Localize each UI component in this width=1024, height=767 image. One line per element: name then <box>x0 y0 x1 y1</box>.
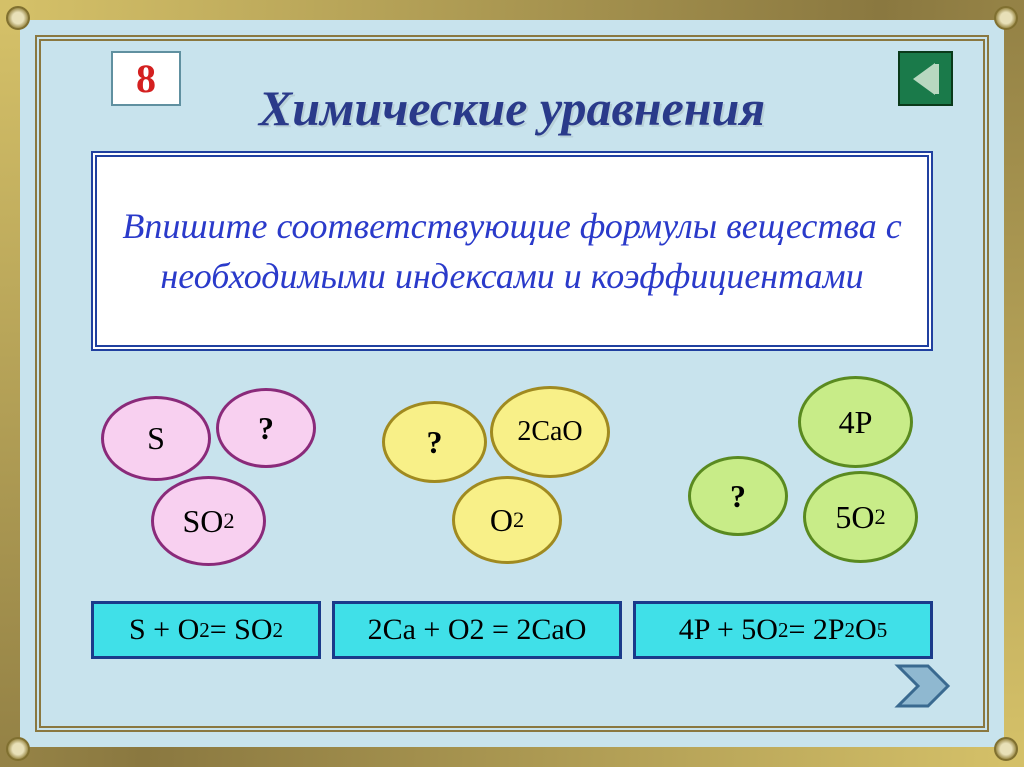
frame-corner-ornament <box>6 737 30 761</box>
chem-bubble: SO2 <box>151 476 266 566</box>
bubble-groups-row: S?SO2 ?2CaOO2 4P?5O2 <box>91 376 933 586</box>
chem-bubble: 4P <box>798 376 913 468</box>
chem-bubble: ? <box>382 401 487 483</box>
slide-number-badge: 8 <box>111 51 181 106</box>
instruction-text: Впишите соответствующие формулы вещества… <box>117 201 907 302</box>
instruction-panel: Впишите соответствующие формулы вещества… <box>91 151 933 351</box>
slide-frame: 8 Химические уравнения Впишите соответст… <box>0 0 1024 767</box>
chem-bubble: ? <box>216 388 316 468</box>
frame-corner-ornament <box>994 737 1018 761</box>
equations-row: S + O2 = SO22Ca + O2 = 2CaO4P + 5O2 = 2P… <box>91 601 933 659</box>
equation-box: S + O2 = SO2 <box>91 601 321 659</box>
nav-next-button[interactable] <box>893 661 953 711</box>
frame-corner-ornament <box>994 6 1018 30</box>
chem-bubble: S <box>101 396 211 481</box>
bubble-group-2: ?2CaOO2 <box>372 376 652 586</box>
slide-inner-frame: 8 Химические уравнения Впишите соответст… <box>35 35 989 732</box>
equation-box: 4P + 5O2 = 2P2O5 <box>633 601 933 659</box>
chem-bubble: 5O2 <box>803 471 918 563</box>
equation-box: 2Ca + O2 = 2CaO <box>332 601 622 659</box>
chem-bubble: ? <box>688 456 788 536</box>
bubble-group-1: S?SO2 <box>91 376 371 586</box>
chem-bubble: O2 <box>452 476 562 564</box>
bubble-group-3: 4P?5O2 <box>653 376 933 586</box>
frame-corner-ornament <box>6 6 30 30</box>
chem-bubble: 2CaO <box>490 386 610 478</box>
page-title: Химические уравнения <box>41 79 983 137</box>
